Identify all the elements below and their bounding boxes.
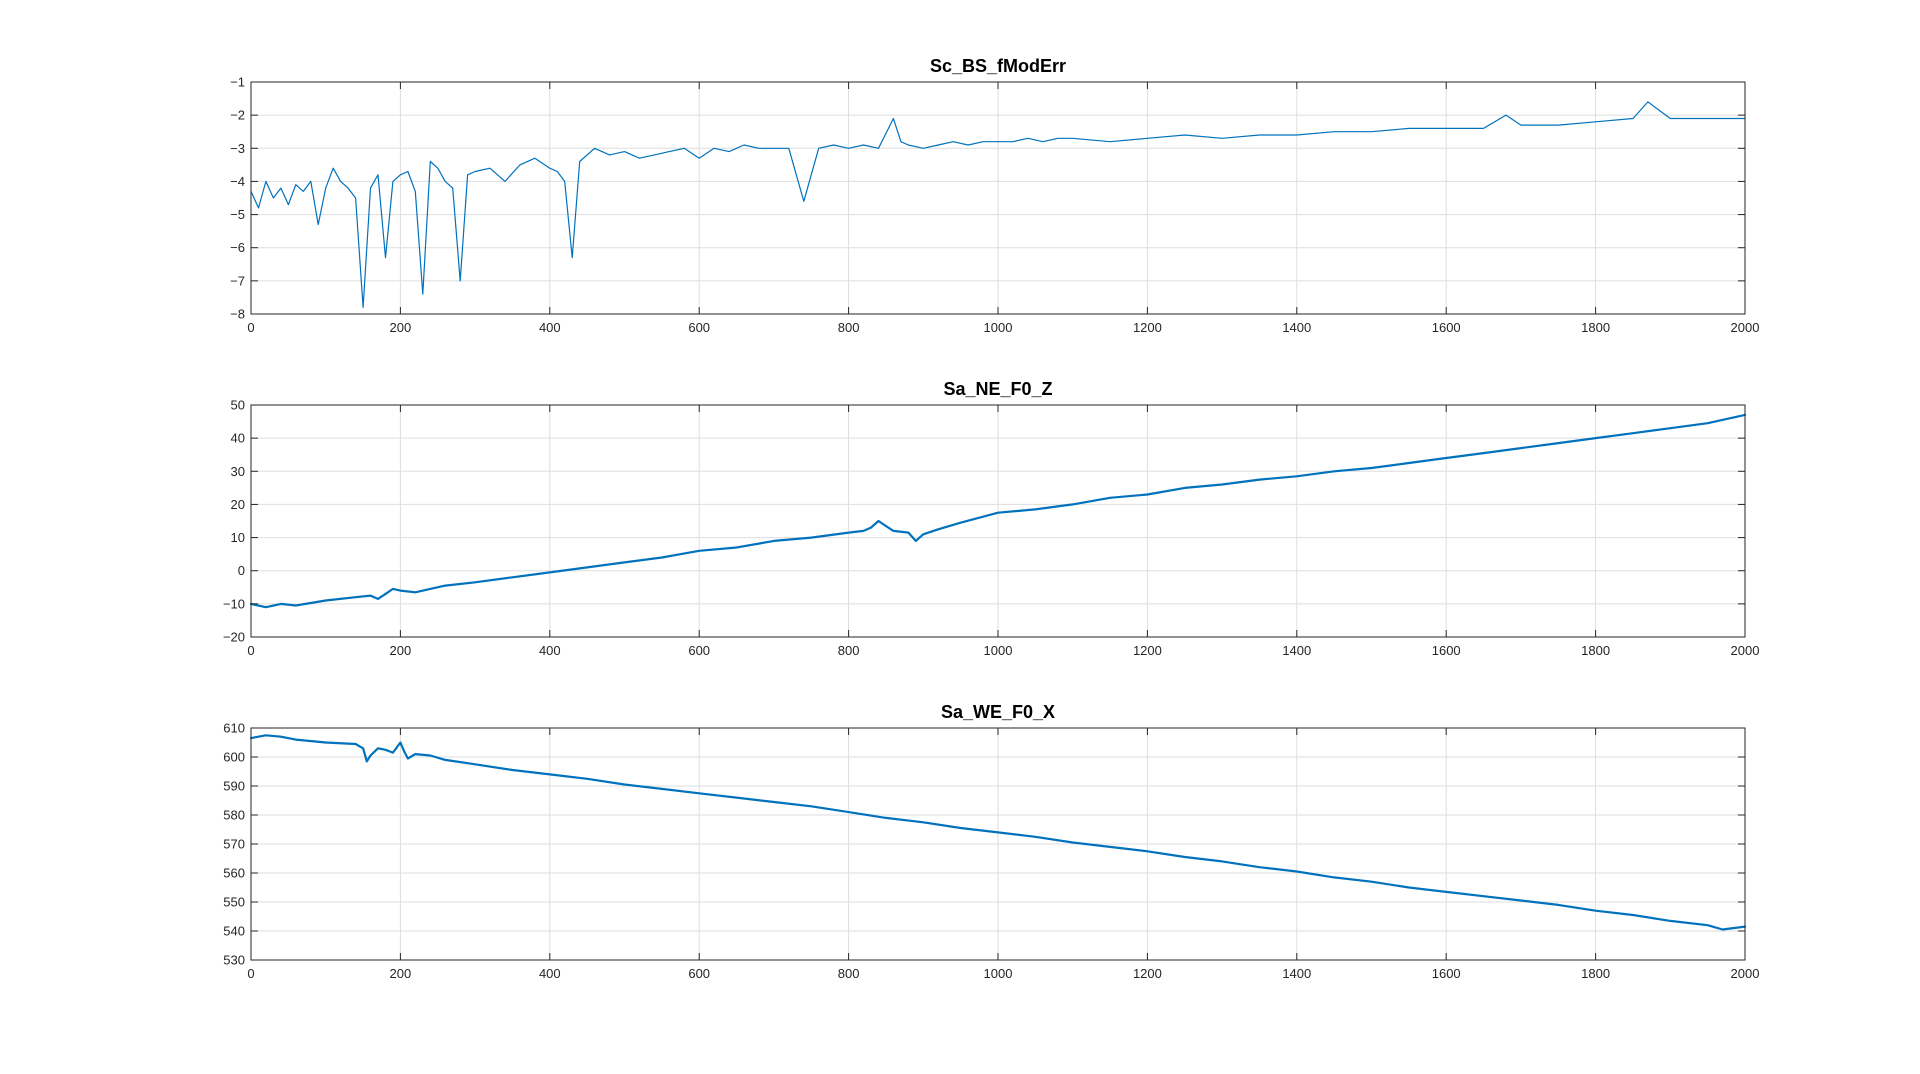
subplot-2-ytick-label: 10: [231, 530, 245, 545]
subplot-1-xtick-label: 400: [539, 320, 561, 335]
subplot-3-ytick-label: 560: [223, 866, 245, 881]
subplot-1-xtick-label: 1400: [1282, 320, 1311, 335]
subplot-2-xtick-label: 0: [247, 643, 254, 658]
subplot-2-xtick-label: 1000: [984, 643, 1013, 658]
subplot-1-xtick-label: 2000: [1731, 320, 1760, 335]
subplot-2-xtick-label: 800: [838, 643, 860, 658]
subplot-3-title: Sa_WE_F0_X: [941, 702, 1055, 722]
subplot-3-ytick-label: 590: [223, 779, 245, 794]
subplot-3-xtick-label: 600: [688, 966, 710, 981]
subplot-2-xtick-label: 2000: [1731, 643, 1760, 658]
subplot-2-ytick-label: −20: [223, 630, 245, 645]
subplot-1-ytick-label: −2: [230, 108, 245, 123]
subplot-2-xtick-label: 1200: [1133, 643, 1162, 658]
subplot-1-xtick-label: 1800: [1581, 320, 1610, 335]
subplot-3-ytick-label: 580: [223, 808, 245, 823]
subplot-2-xtick-label: 600: [688, 643, 710, 658]
subplot-1-xtick-label: 800: [838, 320, 860, 335]
subplot-1-xtick-label: 1000: [984, 320, 1013, 335]
subplot-2-title: Sa_NE_F0_Z: [943, 379, 1052, 399]
subplot-1-xtick-label: 1200: [1133, 320, 1162, 335]
subplot-3-xtick-label: 200: [390, 966, 412, 981]
subplot-3-series-line: [249, 734, 1747, 931]
subplot-2-xtick-label: 1400: [1282, 643, 1311, 658]
subplot-2-ytick-label: 40: [231, 431, 245, 446]
subplot-3-xtick-label: 1800: [1581, 966, 1610, 981]
subplot-3-ytick-label: 570: [223, 837, 245, 852]
subplot-1: 0 200 400 600 800 1000 1200 1400 1600 1800 2000 −8 −…: [230, 56, 1759, 335]
subplot-1-ytick-label: −8: [230, 307, 245, 322]
subplot-3-ytick-label: 610: [223, 721, 245, 736]
subplot-3-xtick-label: 1400: [1282, 966, 1311, 981]
subplot-3-ytick-label: 530: [223, 953, 245, 968]
subplot-1-ytick-label: −6: [230, 240, 245, 255]
subplot-2-ytick-label: 30: [231, 464, 245, 479]
subplot-3-xtick-label: 0: [247, 966, 254, 981]
subplot-2-xtick-label: 1600: [1432, 643, 1461, 658]
subplot-1-xtick-label: 200: [390, 320, 412, 335]
subplot-1-xtick-label: 1600: [1432, 320, 1461, 335]
subplot-3-xtick-label: 1000: [984, 966, 1013, 981]
subplot-2-ytick-label: 20: [231, 497, 245, 512]
subplot-3-ytick-label: 540: [223, 924, 245, 939]
subplot-3: 0 200 400 600 800 1000 1200 1400 1600 1800 2000 530…: [223, 702, 1759, 981]
subplot-1-series-line: [250, 101, 1746, 308]
subplot-1-ytick-label: −4: [230, 174, 245, 189]
subplot-3-xtick-label: 1200: [1133, 966, 1162, 981]
subplot-2-xtick-label: 200: [390, 643, 412, 658]
subplot-3-ytick-label: 600: [223, 750, 245, 765]
subplot-3-xtick-label: 400: [539, 966, 561, 981]
subplot-2-ytick-label: −10: [223, 596, 245, 611]
subplot-3-xtick-label: 2000: [1731, 966, 1760, 981]
subplot-2-ytick-label: 0: [238, 563, 245, 578]
subplot-2-series-line: [249, 413, 1747, 609]
subplot-2-ytick-label: 50: [231, 398, 245, 413]
subplot-2-xtick-label: 1800: [1581, 643, 1610, 658]
subplot-1-title: Sc_BS_fModErr: [930, 56, 1066, 76]
subplot-1-ytick-label: −7: [230, 273, 245, 288]
subplot-1-ytick-label: −1: [230, 75, 245, 90]
subplot-2-xtick-label: 400: [539, 643, 561, 658]
subplot-3-xtick-label: 800: [838, 966, 860, 981]
subplot-1-ytick-label: −3: [230, 141, 245, 156]
subplot-1-xtick-label: 0: [247, 320, 254, 335]
subplot-1-ytick-label: −5: [230, 207, 245, 222]
subplot-1-xtick-label: 600: [688, 320, 710, 335]
subplot-3-ytick-label: 550: [223, 895, 245, 910]
subplot-2: 0 200 400 600 800 1000 1200 1400 1600 1800 2000−20…: [223, 379, 1760, 658]
subplot-3-xtick-label: 1600: [1432, 966, 1461, 981]
